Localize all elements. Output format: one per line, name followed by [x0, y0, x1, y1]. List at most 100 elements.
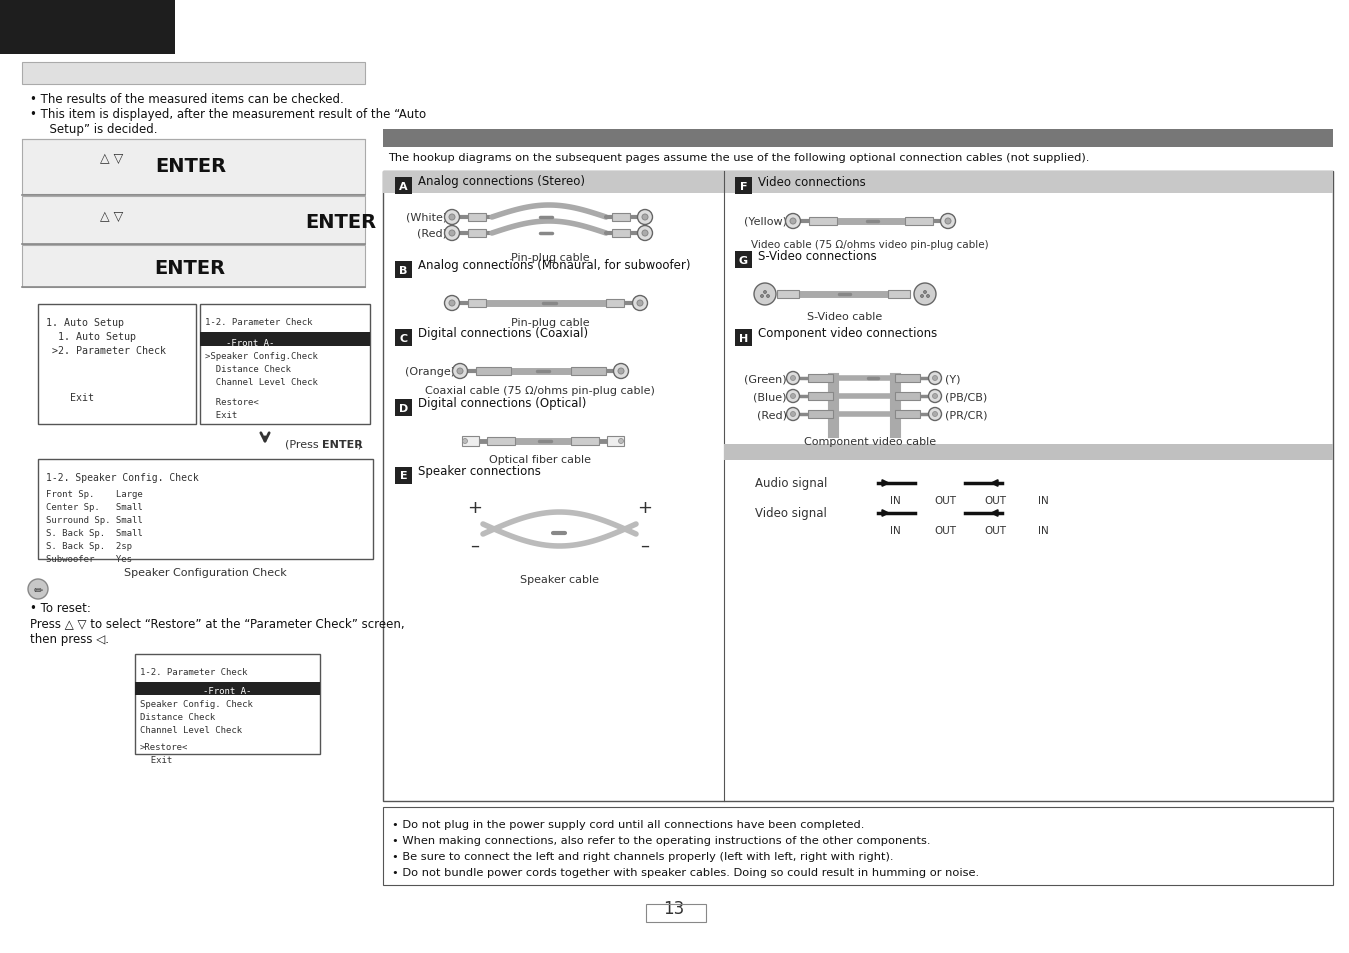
Circle shape — [642, 214, 648, 221]
Text: 1. Auto Setup: 1. Auto Setup — [46, 332, 136, 341]
Bar — [383, 130, 1333, 148]
Bar — [38, 305, 196, 424]
Bar — [135, 655, 320, 754]
Bar — [476, 368, 511, 375]
Text: (Red): (Red) — [757, 410, 786, 419]
Text: >2. Parameter Check: >2. Parameter Check — [46, 346, 166, 355]
Text: Exit: Exit — [140, 755, 173, 764]
Bar — [894, 375, 920, 382]
Text: Analog connections (Stereo): Analog connections (Stereo) — [418, 175, 585, 189]
Text: ENTER: ENTER — [155, 157, 227, 176]
Text: F: F — [739, 181, 747, 192]
Text: (Green): (Green) — [745, 374, 786, 384]
Text: -Front A-: -Front A- — [225, 338, 274, 347]
Text: • Do not plug in the power supply cord until all connections have been completed: • Do not plug in the power supply cord u… — [393, 820, 865, 829]
Bar — [607, 436, 625, 447]
Text: (PB/CB): (PB/CB) — [946, 392, 987, 401]
Circle shape — [761, 295, 764, 298]
Circle shape — [791, 395, 796, 399]
Text: OUT: OUT — [983, 525, 1006, 536]
Circle shape — [785, 214, 800, 230]
Bar — [468, 230, 486, 237]
Bar — [735, 330, 751, 347]
Text: • When making connections, also refer to the operating instructions of the other: • When making connections, also refer to… — [393, 835, 931, 845]
Bar — [135, 682, 320, 696]
Text: IN: IN — [1037, 525, 1048, 536]
Text: Channel Level Check: Channel Level Check — [140, 725, 241, 734]
Text: Component video cable: Component video cable — [804, 436, 936, 447]
Text: B: B — [399, 265, 407, 275]
Text: ENTER: ENTER — [305, 213, 376, 233]
Circle shape — [457, 369, 463, 375]
Circle shape — [449, 301, 455, 307]
Bar — [777, 291, 799, 298]
Circle shape — [928, 408, 942, 421]
Bar — [383, 172, 1333, 801]
Bar — [200, 333, 370, 347]
Text: 1. Auto Setup: 1. Auto Setup — [46, 317, 124, 328]
Circle shape — [614, 364, 629, 379]
Bar — [894, 411, 920, 418]
Text: E: E — [399, 471, 407, 481]
Text: (Blue): (Blue) — [754, 392, 786, 401]
Text: • Be sure to connect the left and right channels properly (left with left, right: • Be sure to connect the left and right … — [393, 851, 893, 862]
Text: Pin-plug cable: Pin-plug cable — [511, 253, 590, 263]
Circle shape — [915, 284, 936, 306]
Circle shape — [452, 364, 468, 379]
Bar — [22, 140, 366, 194]
Text: Exit: Exit — [205, 411, 237, 419]
Text: Video signal: Video signal — [755, 507, 827, 520]
Bar — [487, 437, 515, 446]
Text: ENTER: ENTER — [322, 439, 363, 450]
Circle shape — [445, 211, 460, 225]
Circle shape — [754, 284, 776, 306]
Text: (White): (White) — [406, 213, 447, 223]
Text: –: – — [471, 537, 479, 555]
Text: Speaker Configuration Check: Speaker Configuration Check — [124, 567, 286, 578]
Bar — [200, 305, 370, 424]
Text: (PR/CR): (PR/CR) — [946, 410, 987, 419]
Text: then press ◁.: then press ◁. — [30, 633, 109, 645]
Bar — [383, 807, 1333, 885]
Text: +: + — [638, 498, 653, 517]
Text: Audio signal: Audio signal — [755, 477, 827, 490]
Circle shape — [924, 292, 927, 294]
Text: Distance Check: Distance Check — [205, 365, 291, 374]
Text: Video cable (75 Ω/ohms video pin-plug cable): Video cable (75 Ω/ohms video pin-plug ca… — [751, 240, 989, 250]
Bar — [461, 436, 479, 447]
Bar — [468, 299, 486, 308]
Text: Speaker Config. Check: Speaker Config. Check — [140, 700, 252, 708]
Text: Speaker connections: Speaker connections — [418, 465, 541, 478]
Text: G: G — [739, 255, 749, 265]
Text: S-Video cable: S-Video cable — [807, 312, 882, 322]
Text: Video connections: Video connections — [758, 175, 866, 189]
Bar — [22, 196, 366, 245]
Text: 1-2. Parameter Check: 1-2. Parameter Check — [205, 317, 313, 327]
Bar — [894, 393, 920, 400]
Text: H: H — [739, 334, 749, 343]
Text: A: A — [399, 181, 407, 192]
Text: –: – — [641, 537, 649, 555]
Bar — [808, 375, 832, 382]
Bar — [22, 63, 366, 85]
Circle shape — [638, 211, 653, 225]
Bar — [905, 218, 934, 226]
Circle shape — [766, 295, 769, 298]
Text: OUT: OUT — [934, 525, 956, 536]
Text: Distance Check: Distance Check — [140, 712, 216, 721]
Circle shape — [932, 412, 938, 417]
Text: Surround Sp. Small: Surround Sp. Small — [46, 516, 143, 524]
Circle shape — [449, 214, 455, 221]
Text: OUT: OUT — [934, 496, 956, 505]
Text: ✏: ✏ — [34, 585, 43, 596]
Text: IN: IN — [889, 525, 900, 536]
Circle shape — [618, 369, 625, 375]
Text: Analog connections (Monaural, for subwoofer): Analog connections (Monaural, for subwoo… — [418, 259, 691, 273]
Text: • Do not bundle power cords together with speaker cables. Doing so could result : • Do not bundle power cords together wit… — [393, 867, 979, 877]
Text: Coaxial cable (75 Ω/ohms pin-plug cable): Coaxial cable (75 Ω/ohms pin-plug cable) — [425, 386, 654, 395]
Bar — [468, 213, 486, 222]
Circle shape — [786, 372, 800, 385]
Text: Subwoofer    Yes: Subwoofer Yes — [46, 555, 132, 563]
Text: • This item is displayed, after the measurement result of the “Auto: • This item is displayed, after the meas… — [30, 108, 426, 121]
Bar — [571, 368, 606, 375]
